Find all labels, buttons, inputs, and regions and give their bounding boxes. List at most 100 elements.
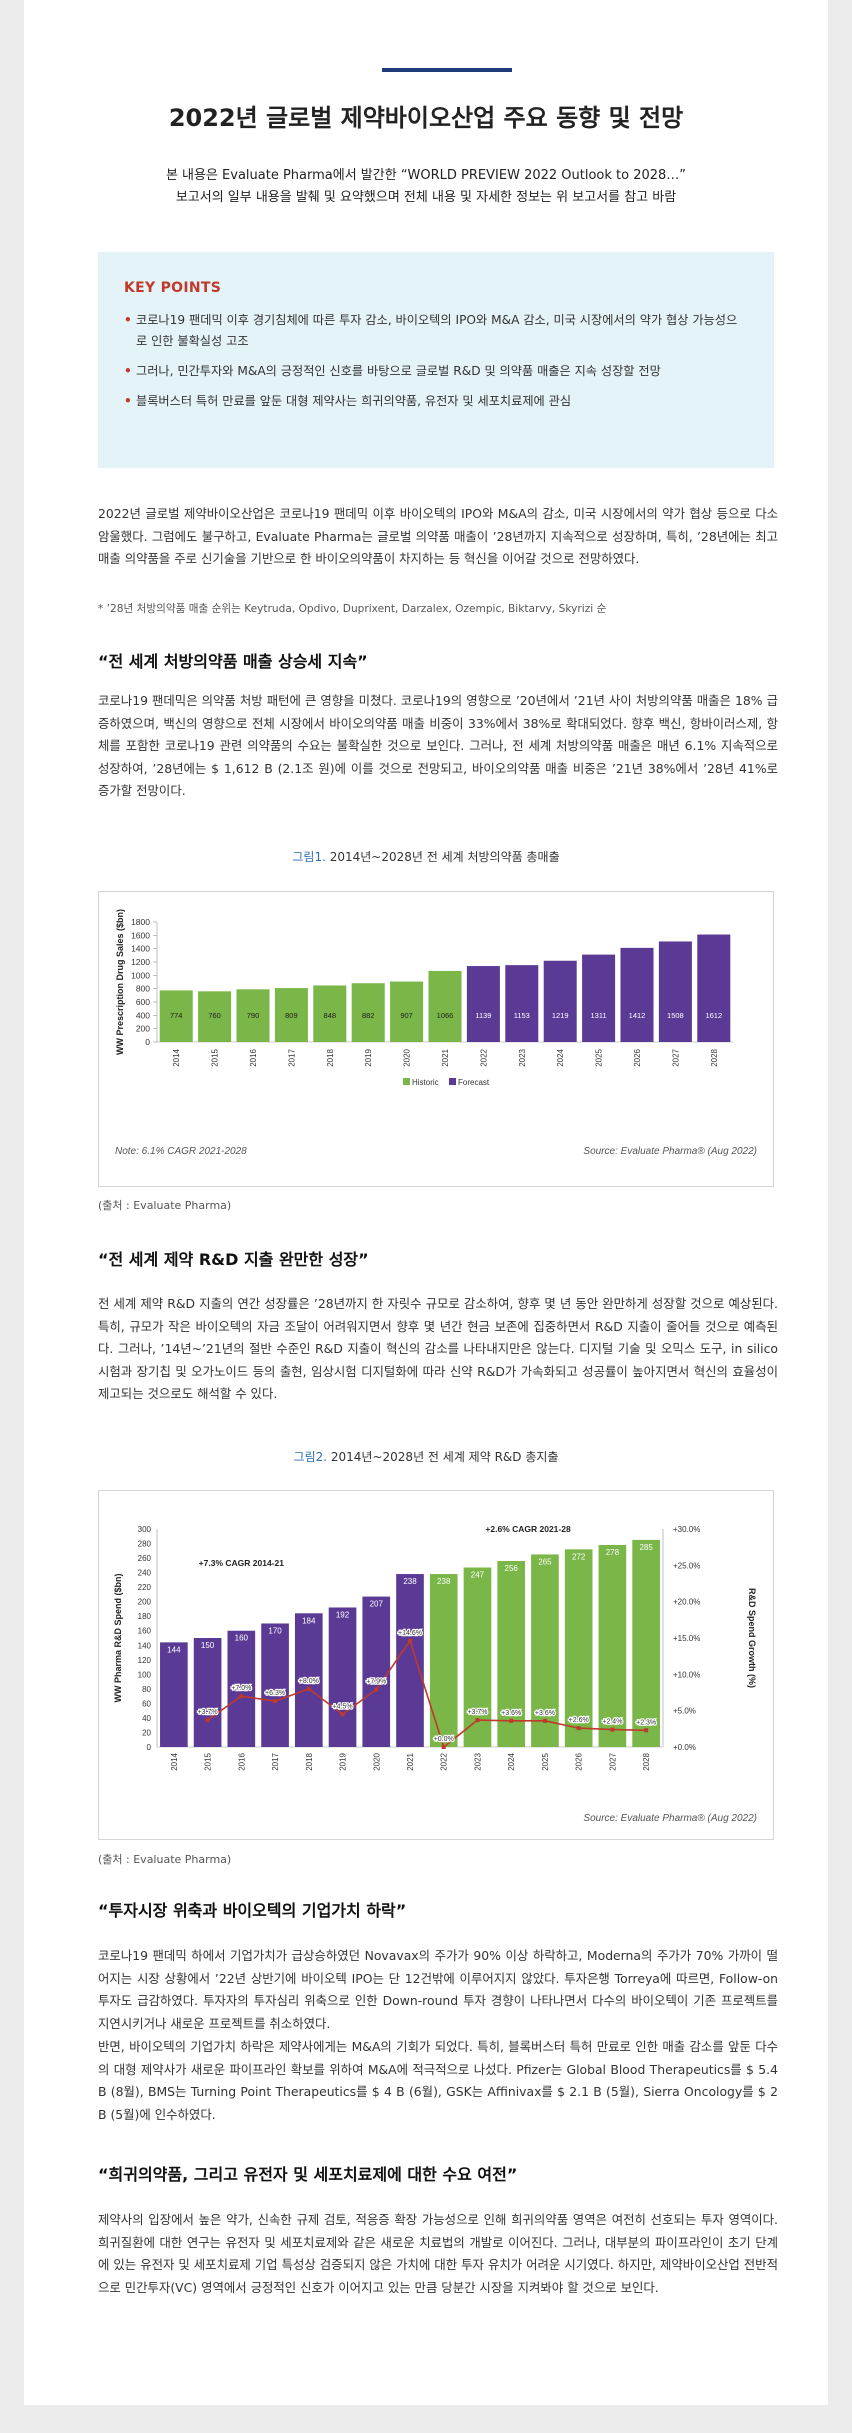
legend-swatch bbox=[403, 1078, 410, 1085]
x-tick-label: 2019 bbox=[339, 1752, 348, 1770]
growth-label-halo: +2.3% bbox=[636, 1719, 656, 1726]
y2-tick-label: +25.0% bbox=[673, 1561, 700, 1570]
bar-value-label: 144 bbox=[167, 1645, 181, 1654]
bar bbox=[466, 966, 500, 1042]
growth-label-halo: +2.4% bbox=[602, 1719, 622, 1726]
growth-label-halo: +3.7% bbox=[467, 1709, 487, 1716]
figure-2-number: 그림2. bbox=[293, 1450, 328, 1464]
growth-point bbox=[542, 1718, 547, 1723]
section-heading-rare-disease: “희귀의약품, 그리고 유전자 및 세포치료제에 대한 수요 여전” bbox=[98, 2165, 518, 2184]
y-tick-label: 280 bbox=[138, 1540, 152, 1549]
y-tick-label: 180 bbox=[138, 1612, 152, 1621]
x-tick-label: 2017 bbox=[287, 1048, 296, 1066]
y2-tick-label: +30.0% bbox=[673, 1525, 700, 1534]
legend-label: Historic bbox=[412, 1078, 439, 1087]
key-points-list: 코로나19 팬데믹 이후 경기침체에 따른 투자 감소, 바이오텍의 IPO와 … bbox=[124, 310, 748, 412]
y-tick-label: 160 bbox=[138, 1627, 152, 1636]
bar-value-label: 848 bbox=[324, 1011, 337, 1020]
bar-value-label: 238 bbox=[437, 1577, 451, 1586]
bar-value-label: 809 bbox=[285, 1011, 298, 1020]
growth-line bbox=[207, 1639, 647, 1749]
y2-tick-label: +10.0% bbox=[673, 1670, 700, 1679]
bar bbox=[531, 1554, 559, 1747]
growth-point bbox=[273, 1699, 278, 1704]
growth-label-halo: +4.5% bbox=[333, 1703, 353, 1710]
growth-point bbox=[644, 1728, 649, 1733]
y-tick-label: 1400 bbox=[131, 944, 150, 954]
growth-label-halo: +8.0% bbox=[299, 1678, 319, 1685]
growth-label-halo: +14.6% bbox=[398, 1630, 422, 1637]
paragraph-investment: 코로나19 팬데믹 하에서 기업가치가 급상승하였던 Novavax의 주가가 … bbox=[98, 1948, 778, 2031]
bar bbox=[159, 990, 193, 1042]
bar bbox=[543, 960, 577, 1042]
growth-point bbox=[441, 1745, 446, 1749]
figure-1-caption: 그림1. 2014년~2028년 전 세계 처방의약품 총매출 bbox=[24, 848, 828, 865]
growth-label: +8.0% bbox=[299, 1678, 319, 1685]
bar bbox=[658, 941, 692, 1042]
x-tick-label: 2015 bbox=[211, 1048, 220, 1066]
growth-label: +7.9% bbox=[366, 1679, 386, 1686]
growth-point bbox=[239, 1694, 244, 1699]
bar-value-label: 207 bbox=[370, 1600, 384, 1609]
chart-2-box: 0 20 40 60 80 100 120 140 160 180 200 220 240 260 280 3… bbox=[98, 1490, 774, 1840]
x-tick-label: 2018 bbox=[326, 1048, 335, 1066]
bar-value-label: 256 bbox=[505, 1564, 519, 1573]
growth-label: +3.7% bbox=[198, 1709, 218, 1716]
bar bbox=[193, 1638, 222, 1747]
bar bbox=[362, 1596, 391, 1747]
y2-tick-label: +5.0% bbox=[673, 1707, 696, 1716]
paragraph-sales: 코로나19 팬데믹은 의약품 처방 패턴에 큰 영향을 미쳤다. 코로나19의 … bbox=[98, 693, 778, 798]
bar bbox=[227, 1630, 256, 1747]
figure-2-title: 2014년~2028년 전 세계 제약 R&D 총지출 bbox=[327, 1450, 559, 1464]
section-heading-investment: “투자시장 위축과 바이오텍의 기업가치 하락” bbox=[98, 1901, 407, 1920]
bar-value-label: 1311 bbox=[591, 1011, 607, 1020]
growth-point bbox=[340, 1712, 345, 1717]
y-tick-label: 1800 bbox=[131, 917, 150, 927]
y-tick-label: 0 bbox=[145, 1037, 150, 1047]
paragraph-mna: 반면, 바이오텍의 기업가치 하락은 제약사에게는 M&A의 기회가 되었다. … bbox=[98, 2039, 778, 2122]
chart-1: 0 200 400 600 800 1000 1200 1400 1600 1800 WW Pres… bbox=[115, 909, 757, 1157]
x-tick-label: 2017 bbox=[271, 1752, 280, 1770]
x-tick-label: 2018 bbox=[305, 1752, 314, 1770]
bar-value-label: 265 bbox=[538, 1557, 552, 1566]
x-tick-label: 2026 bbox=[633, 1048, 642, 1066]
x-tick-label: 2025 bbox=[541, 1752, 550, 1770]
bar bbox=[598, 1544, 627, 1747]
y-tick-label: 800 bbox=[136, 984, 150, 994]
y-axis-title: WW Pharma R&D Spend ($bn) bbox=[113, 1573, 123, 1702]
bar-value-label: 790 bbox=[247, 1011, 260, 1020]
bar-value-label: 1219 bbox=[552, 1011, 569, 1020]
bar bbox=[497, 1560, 526, 1747]
bar bbox=[390, 981, 424, 1042]
bar bbox=[328, 1607, 357, 1747]
x-tick-label: 2023 bbox=[473, 1752, 482, 1770]
y-tick-label: 120 bbox=[138, 1656, 152, 1665]
growth-label-halo: +7.9% bbox=[366, 1679, 386, 1686]
growth-label: +2.6% bbox=[569, 1717, 589, 1724]
growth-label: +3.7% bbox=[467, 1709, 487, 1716]
x-tick-label: 2026 bbox=[575, 1752, 584, 1770]
figure-2-source: (출처 : Evaluate Pharma) bbox=[98, 1853, 232, 1866]
y-tick-label: 1200 bbox=[131, 957, 150, 967]
y-tick-label: 600 bbox=[136, 997, 150, 1007]
bar bbox=[429, 1574, 458, 1747]
key-point-item: 코로나19 팬데믹 이후 경기침체에 따른 투자 감소, 바이오텍의 IPO와 … bbox=[124, 310, 748, 352]
cagr-annotation-forecast: +2.6% CAGR 2021-28 bbox=[485, 1524, 571, 1534]
y-tick-label: 40 bbox=[142, 1714, 151, 1723]
bar-value-label: 1612 bbox=[705, 1011, 722, 1020]
article-page: 2022년 글로벌 제약바이오산업 주요 동향 및 전망 본 내용은 Evalu… bbox=[24, 0, 828, 2405]
x-tick-label: 2015 bbox=[204, 1752, 213, 1770]
bar-value-label: 1139 bbox=[475, 1011, 491, 1020]
figure-1-title: 2014년~2028년 전 세계 처방의약품 총매출 bbox=[325, 850, 560, 864]
cagr-annotation-historic: +7.3% CAGR 2014-21 bbox=[199, 1558, 285, 1568]
bar-value-label: 760 bbox=[208, 1011, 221, 1020]
y-tick-label: 140 bbox=[138, 1641, 152, 1650]
x-tick-label: 2021 bbox=[406, 1752, 415, 1770]
bar bbox=[582, 954, 616, 1042]
growth-label-halo: +3.7% bbox=[198, 1709, 218, 1716]
bar bbox=[160, 1642, 188, 1747]
paragraph-rare-disease: 제약사의 입장에서 높은 약가, 신속한 규제 검토, 적응증 확장 가능성으로… bbox=[98, 2212, 778, 2295]
bar bbox=[396, 1574, 424, 1747]
growth-point bbox=[475, 1718, 480, 1723]
bar-value-label: 272 bbox=[572, 1552, 586, 1561]
